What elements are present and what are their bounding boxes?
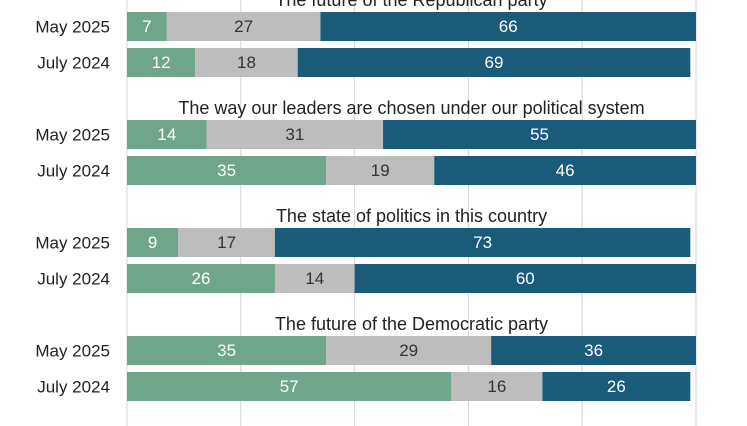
data-label: 14 bbox=[305, 269, 324, 288]
row-label: May 2025 bbox=[35, 126, 110, 145]
data-label: 35 bbox=[217, 341, 236, 360]
row-label: May 2025 bbox=[35, 18, 110, 37]
bar-segment bbox=[274, 228, 691, 257]
data-label: 46 bbox=[556, 161, 575, 180]
row-label: May 2025 bbox=[35, 342, 110, 361]
group-title: The state of politics in this country bbox=[276, 206, 547, 226]
bar-segment bbox=[274, 264, 355, 293]
row-label: July 2024 bbox=[37, 378, 110, 397]
bar-segment bbox=[127, 120, 207, 149]
bar-segment bbox=[320, 12, 696, 41]
bar-segment bbox=[127, 372, 452, 401]
data-label: 26 bbox=[607, 377, 626, 396]
group-title: The way our leaders are chosen under our… bbox=[178, 98, 644, 118]
bar-segment bbox=[195, 48, 298, 77]
data-label: 55 bbox=[530, 125, 549, 144]
data-label: 36 bbox=[584, 341, 603, 360]
bar-segment bbox=[206, 120, 384, 149]
data-label: 73 bbox=[473, 233, 492, 252]
data-label: 12 bbox=[152, 53, 171, 72]
data-label: 35 bbox=[217, 161, 236, 180]
data-label: 17 bbox=[217, 233, 236, 252]
data-label: 29 bbox=[399, 341, 418, 360]
data-label: 18 bbox=[237, 53, 256, 72]
bar-segment bbox=[434, 156, 696, 185]
data-label: 57 bbox=[280, 377, 299, 396]
data-label: 19 bbox=[371, 161, 390, 180]
data-label: 26 bbox=[192, 269, 211, 288]
row-label: May 2025 bbox=[35, 234, 110, 253]
row-label: July 2024 bbox=[37, 54, 110, 73]
data-label: 9 bbox=[148, 233, 157, 252]
bar-segment bbox=[326, 336, 492, 365]
bar-segment bbox=[178, 228, 275, 257]
data-label: 7 bbox=[142, 17, 151, 36]
bar-segment bbox=[451, 372, 543, 401]
group-title: The future of the Republican party bbox=[275, 0, 547, 10]
bar-segment bbox=[491, 336, 696, 365]
bar-segment bbox=[354, 264, 696, 293]
row-label: July 2024 bbox=[37, 162, 110, 181]
bar-segment bbox=[127, 156, 327, 185]
bar-segment bbox=[127, 48, 196, 77]
data-label: 16 bbox=[487, 377, 506, 396]
bar-segment bbox=[542, 372, 691, 401]
bar-segment bbox=[383, 120, 696, 149]
bar-segment bbox=[326, 156, 435, 185]
bar-segment bbox=[127, 264, 275, 293]
bar-segment bbox=[127, 336, 327, 365]
data-label: 69 bbox=[485, 53, 504, 72]
row-label: July 2024 bbox=[37, 270, 110, 289]
bar-segment bbox=[127, 12, 167, 41]
data-label: 14 bbox=[157, 125, 176, 144]
data-label: 66 bbox=[499, 17, 518, 36]
data-label: 31 bbox=[285, 125, 304, 144]
data-label: 27 bbox=[234, 17, 253, 36]
bar-segment bbox=[297, 48, 691, 77]
data-label: 60 bbox=[516, 269, 535, 288]
group-title: The future of the Democratic party bbox=[275, 314, 548, 334]
bar-segment bbox=[127, 228, 179, 257]
bar-segment bbox=[166, 12, 321, 41]
